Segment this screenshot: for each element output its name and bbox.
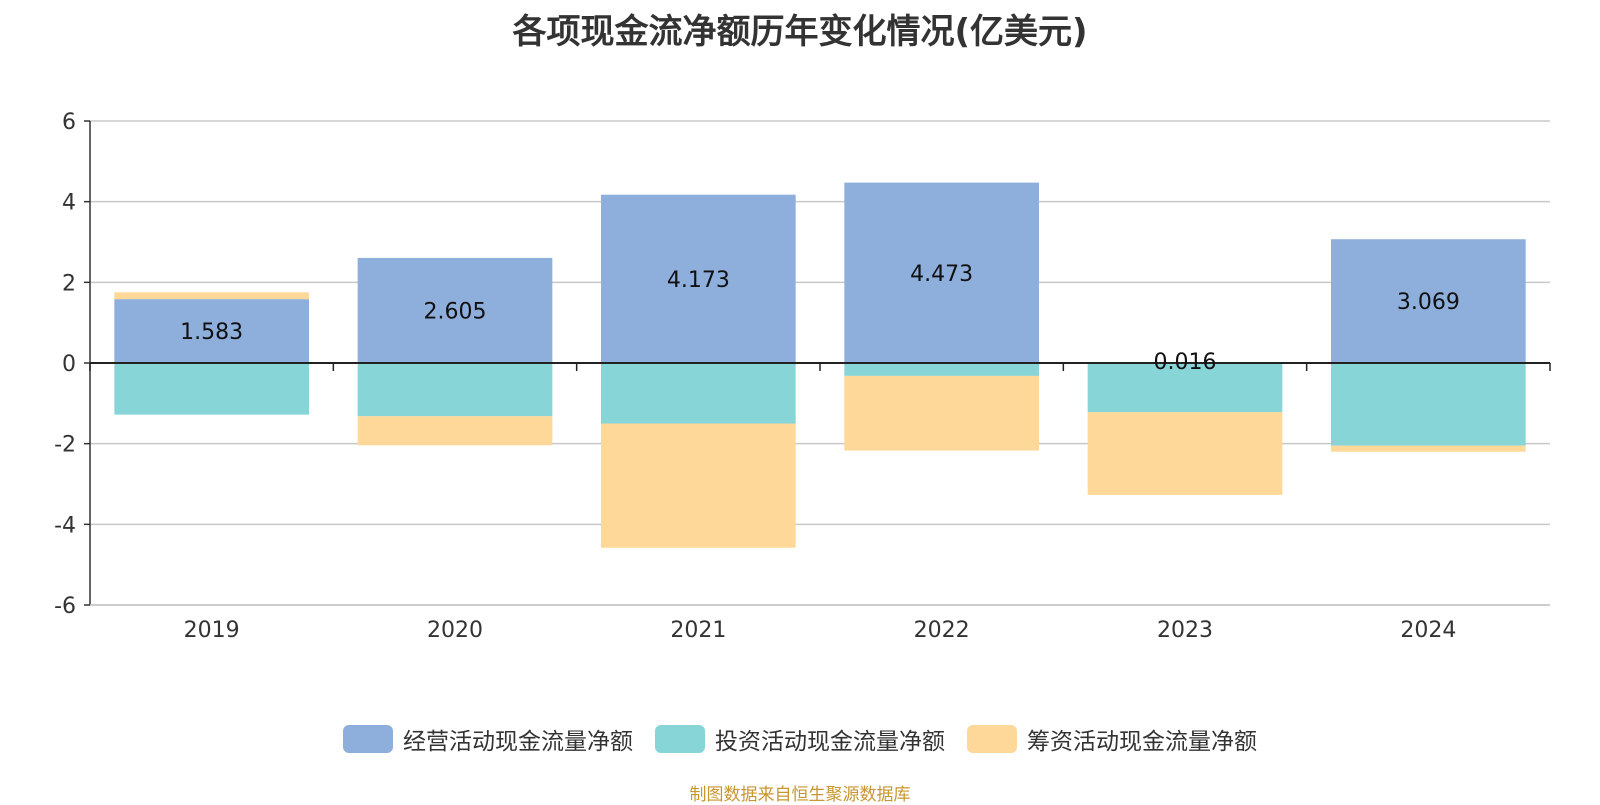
bar-2024-series-1 <box>1331 363 1526 446</box>
y-tick-label: 4 <box>62 191 76 216</box>
legend-swatch <box>967 725 1017 753</box>
bar-2019-series-2 <box>114 292 309 300</box>
x-tick-label: 2023 <box>1157 618 1213 643</box>
bar-2022-series-2 <box>844 375 1039 451</box>
bar-2019-series-0 <box>114 299 309 363</box>
legend-item-2[interactable]: 筹资活动现金流量净额 <box>967 722 1257 756</box>
legend: 经营活动现金流量净额 投资活动现金流量净额 筹资活动现金流量净额 <box>0 722 1600 756</box>
legend-label: 筹资活动现金流量净额 <box>1027 729 1257 755</box>
bar-2024-series-2 <box>1331 445 1526 452</box>
bar-2021-series-2 <box>601 423 796 548</box>
legend-label: 经营活动现金流量净额 <box>403 729 633 755</box>
x-tick-label: 2019 <box>184 618 240 643</box>
x-tick-label: 2024 <box>1400 618 1456 643</box>
source-note: 制图数据来自恒生聚源数据库 <box>689 785 911 805</box>
chart-title: 各项现金流净额历年变化情况(亿美元) <box>512 12 1088 52</box>
data-label: 4.473 <box>910 262 973 287</box>
y-tick-label: -6 <box>54 594 76 619</box>
bar-2024-series-0 <box>1331 239 1526 363</box>
y-tick-label: -4 <box>54 513 76 538</box>
data-label: 0.016 <box>1154 350 1217 375</box>
bar-2023-series-2 <box>1087 412 1283 495</box>
y-tick-label: 0 <box>62 352 76 377</box>
bar-2021-series-1 <box>601 363 796 424</box>
legend-swatch <box>655 725 705 753</box>
data-label: 3.069 <box>1397 290 1460 315</box>
legend-label: 投资活动现金流量净额 <box>715 729 945 755</box>
bar-2023-series-1 <box>1087 363 1283 413</box>
legend-item-0[interactable]: 经营活动现金流量净额 <box>343 722 633 756</box>
y-tick-label: 6 <box>62 110 76 135</box>
data-label: 2.605 <box>424 299 487 324</box>
bar-2022-series-1 <box>844 363 1039 376</box>
bar-2019-series-1 <box>114 363 309 415</box>
chart-plot: 6 4 2 0 -2 -4 -6 2019 2020 2021 2022 2023 2024 1.583… <box>54 110 1551 643</box>
bar-2020-series-2 <box>357 416 553 446</box>
x-tick-label: 2021 <box>670 618 726 643</box>
bar-2022-series-0 <box>844 182 1039 363</box>
legend-swatch <box>343 725 393 753</box>
x-tick-label: 2020 <box>427 618 483 643</box>
bar-2021-series-0 <box>601 194 796 363</box>
y-tick-label: 2 <box>62 271 76 296</box>
data-label: 1.583 <box>180 320 243 345</box>
data-label: 4.173 <box>667 268 730 293</box>
bar-2020-series-1 <box>357 363 553 417</box>
bar-2020-series-0 <box>357 257 553 363</box>
x-tick-label: 2022 <box>914 618 970 643</box>
legend-item-1[interactable]: 投资活动现金流量净额 <box>655 722 945 756</box>
y-tick-label: -2 <box>54 433 76 458</box>
